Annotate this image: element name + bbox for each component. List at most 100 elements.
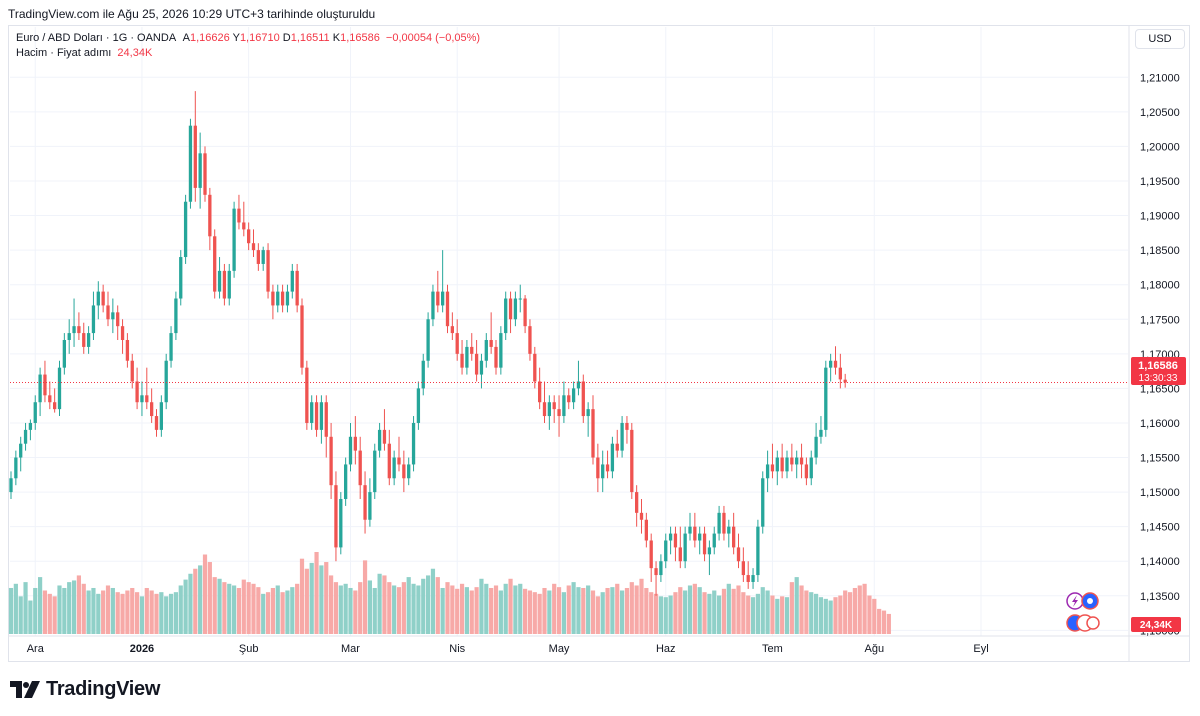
candle: [785, 450, 789, 479]
volume-bar: [188, 573, 193, 634]
candle: [353, 416, 357, 465]
candle-body: [678, 547, 682, 562]
candle-body: [523, 298, 527, 327]
volume-bar: [367, 580, 372, 634]
y-tick-label: 1,14000: [1140, 556, 1180, 568]
volume-bar: [760, 587, 765, 634]
legend-volume-label[interactable]: Hacim · Fiyat adımı: [16, 47, 112, 59]
candle: [790, 443, 794, 472]
volume-bar: [455, 588, 460, 634]
volume-bar: [18, 596, 23, 634]
candle: [208, 187, 212, 251]
candle: [426, 312, 430, 368]
candle: [824, 360, 828, 437]
candle: [620, 416, 624, 458]
candle-body: [761, 478, 765, 527]
y-tick-label: 1,20500: [1140, 107, 1180, 119]
volume-bar: [178, 585, 183, 634]
candle: [82, 322, 86, 354]
y-tick-label: 1,15500: [1140, 453, 1180, 465]
candle-body: [833, 360, 838, 368]
volume-bar: [256, 587, 261, 634]
candle-body: [445, 291, 450, 327]
candle: [319, 395, 324, 444]
candle-body: [765, 464, 770, 479]
volume-bar: [139, 596, 145, 634]
candle: [819, 416, 823, 444]
candle-body: [688, 526, 692, 534]
candle-body: [673, 533, 678, 548]
volume-bar: [324, 562, 329, 634]
volume-bar: [493, 585, 499, 634]
candle: [125, 333, 130, 368]
candle-body: [712, 533, 716, 548]
candle: [431, 284, 435, 327]
y-tick-label: 1,18000: [1140, 280, 1180, 292]
candle-body: [819, 429, 823, 437]
volume-bar: [23, 582, 28, 634]
candle-body: [610, 443, 615, 472]
volume-bar: [789, 582, 794, 634]
currency-button[interactable]: USD: [1135, 29, 1185, 49]
chart-caption: TradingView.com ile Ağu 25, 2026 10:29 U…: [8, 7, 376, 21]
x-tick-label: Ara: [27, 643, 45, 655]
volume-bar: [193, 568, 198, 634]
volume-bar: [668, 595, 673, 634]
volume-bar: [828, 600, 833, 634]
volume-bar: [712, 590, 717, 634]
candle-body: [707, 547, 712, 555]
candle-body: [319, 402, 324, 430]
candle: [470, 333, 474, 361]
y-tick-label: 1,18500: [1140, 245, 1180, 257]
candle-body: [334, 485, 338, 548]
candle-body: [310, 402, 314, 423]
volume-bar: [333, 582, 339, 634]
candle: [179, 250, 183, 306]
candle: [106, 291, 110, 327]
candle-body: [780, 457, 784, 472]
volume-bar: [886, 613, 891, 634]
news-event-icon-3: [1086, 616, 1100, 630]
candle: [649, 533, 653, 582]
candle-body: [809, 457, 813, 479]
volume-bar: [67, 582, 72, 634]
candle: [698, 526, 702, 555]
tradingview-logo[interactable]: TradingView: [10, 678, 160, 701]
candle: [397, 436, 401, 472]
volume-bar: [750, 597, 756, 634]
candle: [271, 284, 275, 320]
events-icons[interactable]: [1066, 592, 1100, 632]
candle-body: [164, 360, 168, 403]
volume-bar: [658, 596, 663, 634]
legend-volume-row: Hacim · Fiyat adımı 24,34K: [16, 46, 480, 61]
candle-body: [567, 395, 571, 403]
candle: [688, 512, 692, 541]
candle-body: [838, 367, 842, 380]
candle: [479, 353, 484, 389]
candle: [567, 388, 571, 410]
legend-symbol[interactable]: Euro / ABD Doları · 1G · OANDA: [16, 32, 176, 44]
volume-bar: [809, 592, 814, 634]
candle-body: [242, 222, 246, 230]
volume-bar: [459, 583, 465, 634]
candle-body: [392, 457, 396, 479]
candle-body: [824, 367, 828, 430]
candle-body: [266, 250, 270, 292]
candle-body: [702, 533, 707, 555]
volume-bar: [576, 587, 581, 634]
price-axis[interactable]: 1,130001,135001,140001,145001,150001,155…: [1140, 72, 1180, 637]
candle-body: [19, 443, 23, 458]
volume-bar: [847, 592, 853, 634]
volume-bar: [678, 587, 683, 634]
candle: [518, 284, 522, 313]
time-axis[interactable]: Ara 2026 Şub Mar Nis May Haz Tem Ağu Eyl: [27, 643, 989, 655]
candle-body: [460, 353, 464, 368]
volume-bar: [867, 595, 872, 634]
candle-body: [441, 291, 445, 306]
candle: [382, 409, 387, 451]
candle: [101, 284, 105, 313]
volume-bar: [144, 587, 149, 634]
volume-bar: [547, 590, 552, 634]
candle: [693, 512, 697, 548]
